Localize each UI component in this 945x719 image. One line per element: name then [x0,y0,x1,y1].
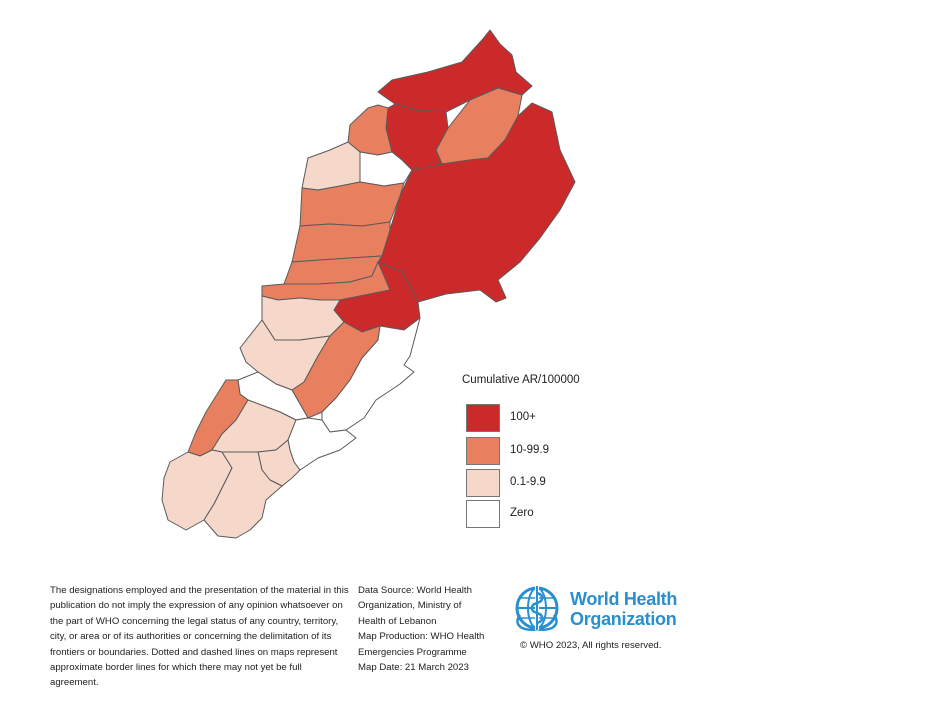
source-line: Emergencies Programme [358,646,467,658]
legend-swatch [466,404,500,432]
source-line: Data Source: World Health [358,585,472,596]
data-source-block: Data Source: World Health Organization, … [358,583,503,675]
source-line: Organization, Ministry of [358,600,462,612]
legend-label: Zero [510,507,534,519]
source-line: Map Date: 21 March 2023 [358,662,469,674]
legend-title: Cumulative AR/100000 [462,374,580,386]
district-koura [301,141,361,191]
who-emblem-icon [515,586,559,632]
who-name-line1: World Health [570,589,678,609]
district-baabda [261,295,345,341]
who-name-line2: Organization [570,609,677,629]
legend-swatch [466,437,500,465]
lebanon-choropleth-map [161,29,576,539]
legend-swatch [466,500,500,528]
source-line: Map Production: WHO Health [358,631,485,643]
district-rashaya [321,317,421,433]
legend-item-10-99: 10-99.9 [466,437,616,467]
legend-item-zero: Zero [466,500,616,530]
district-baalbek [377,102,576,303]
legend-label: 0.1-9.9 [510,476,546,488]
copyright-text: © WHO 2023, All rights reserved. [520,640,662,651]
disclaimer-text: The designations employed and the presen… [50,585,349,689]
legend-item-100-plus: 100+ [466,404,616,434]
legend-swatch [466,469,500,497]
legend-item-0-1-9-9: 0.1-9.9 [466,469,616,499]
district-bint-jbeil [203,451,283,539]
legend-label: 100+ [510,411,536,423]
map-legend: Cumulative AR/100000 100+ 10-99.9 0.1-9.… [462,374,632,534]
legend-label: 10-99.9 [510,444,550,456]
source-line: Health of Lebanon [358,615,437,627]
who-organization-name: World Health Organization [570,589,677,629]
